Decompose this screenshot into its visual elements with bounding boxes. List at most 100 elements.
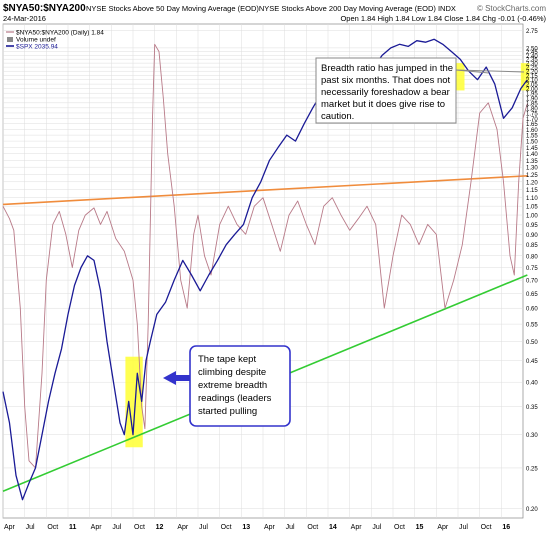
y-tick-label: 2.35 — [526, 58, 538, 64]
highlight-2016-b — [520, 63, 530, 91]
y-tick-label: 0.45 — [526, 359, 538, 365]
annotation-top-right: Breadth ratio has jumped in the past six… — [315, 57, 525, 124]
x-tick-label: Jul — [372, 524, 381, 531]
callout-arrow-icon — [163, 371, 190, 385]
y-tick-label: 1.95 — [526, 92, 538, 98]
x-tick-label: Oct — [134, 524, 145, 531]
annotation-top-right-line-1: Breadth ratio has jumped in the — [321, 63, 453, 74]
annotation-bottom-left-line-3: extreme breadth — [198, 380, 267, 391]
y-tick-label: 2.50 — [526, 46, 538, 52]
y-tick-label: 0.35 — [526, 405, 538, 411]
series-group — [2, 38, 528, 501]
chart-description: NYSE Stocks Above 50 Day Moving Average … — [86, 4, 456, 13]
y-tick-label: 0.80 — [526, 254, 538, 260]
y-tick-label: 0.85 — [526, 243, 538, 249]
annotation-top-right-text: Breadth ratio has jumped in the past six… — [321, 63, 456, 122]
y-tick-label: 1.25 — [526, 173, 538, 179]
y-tick-label: 1.70 — [526, 117, 538, 123]
y-tick-label: 1.50 — [526, 140, 538, 146]
annotation-bottom-left-line-1: The tape kept — [198, 354, 256, 365]
y-tick-label: 0.75 — [526, 266, 538, 272]
y-tick-label: 2.15 — [526, 74, 538, 80]
annotation-bottom-left-text: The tape kept climbing despite extreme b… — [198, 354, 274, 417]
x-tick-label: Jul — [112, 524, 121, 531]
y-tick-label: 1.45 — [526, 146, 538, 152]
x-tick-label: Oct — [481, 524, 492, 531]
highlight-2015-a — [455, 63, 465, 91]
x-tick-label: 12 — [156, 524, 164, 531]
x-tick-label: Apr — [264, 524, 276, 531]
y-tick-label: 0.20 — [526, 507, 538, 513]
y-tick-label: 1.85 — [526, 101, 538, 107]
y-tick-label: 1.75 — [526, 111, 538, 117]
annotation-top-right-box — [315, 57, 457, 124]
y-tick-label: 1.35 — [526, 159, 538, 165]
annotation-top-right-line-3: necessarily foreshadow a bear — [321, 87, 450, 98]
chart-source: © StockCharts.com — [477, 4, 546, 13]
x-tick-label: Oct — [394, 524, 405, 531]
x-tick-label: Apr — [351, 524, 363, 531]
y-tick-label: 1.60 — [526, 128, 538, 134]
annotation-top-right-arrow-b — [455, 69, 525, 73]
x-tick-label: Jul — [286, 524, 295, 531]
y-tick-label: 0.50 — [526, 340, 538, 346]
y-tick-label: 1.55 — [526, 134, 538, 140]
x-tick-label: Oct — [47, 524, 58, 531]
y-tick-label: 2.30 — [526, 62, 538, 68]
y-tick-label: 1.15 — [526, 188, 538, 194]
chart-date: 24-Mar-2016 — [3, 14, 46, 23]
x-tick-label: Apr — [177, 524, 189, 531]
legend: $NYA50:$NYA200 (Daily) 1.84 Volume undef… — [6, 30, 104, 51]
x-tick-label: Jul — [459, 524, 468, 531]
x-tick-label: Oct — [307, 524, 318, 531]
trendline-resistance — [2, 175, 528, 206]
legend-spx: $SPX 2035.94 — [16, 44, 58, 51]
y-tick-label: 2.45 — [526, 50, 538, 56]
annotation-bottom-left-line-4: readings (leaders — [198, 393, 272, 404]
x-tick-label: Jul — [26, 524, 35, 531]
y-tick-label: 1.05 — [526, 205, 538, 211]
y-tick-label: 0.25 — [526, 466, 538, 472]
annotation-bottom-left-line-2: climbing despite — [198, 367, 266, 378]
annotation-bottom-left: The tape kept climbing despite extreme b… — [163, 345, 291, 427]
y-tick-label: 1.40 — [526, 152, 538, 158]
series-line-ratio — [2, 43, 528, 469]
annotation-top-right-line-4: market but it does give rise to — [321, 99, 445, 110]
y-tick-label: 2.25 — [526, 66, 538, 72]
x-tick-label: 13 — [242, 524, 250, 531]
y-tick-label: 1.20 — [526, 180, 538, 186]
y-tick-label: 2.40 — [526, 54, 538, 60]
y-tick-label: 2.75 — [526, 29, 538, 35]
x-tick-label: Jul — [199, 524, 208, 531]
legend-volume: Volume undef — [16, 37, 56, 44]
y-tick-label: 0.65 — [526, 292, 538, 298]
y-tick-label: 1.00 — [526, 214, 538, 220]
x-tick-label: 16 — [502, 524, 510, 531]
y-tick-label: 1.10 — [526, 196, 538, 202]
chart-ohlc: Open 1.84 High 1.84 Low 1.84 Close 1.84 … — [340, 14, 546, 23]
x-tick-label: Apr — [437, 524, 449, 531]
y-tick-label: 0.95 — [526, 223, 538, 229]
x-axis: Apr Jul Oct 11 Apr Jul Oct 12 Apr Jul Oct 13 Apr Jul O… — [4, 524, 510, 531]
y-tick-label: 1.65 — [526, 122, 538, 128]
legend-ratio: $NYA50:$NYA200 (Daily) 1.84 — [16, 30, 104, 37]
y-tick-label: 0.55 — [526, 323, 538, 329]
y-tick-label: 0.30 — [526, 433, 538, 439]
x-tick-label: 15 — [416, 524, 424, 531]
x-tick-label: 14 — [329, 524, 337, 531]
y-tick-label: 2.20 — [526, 70, 538, 76]
annotation-top-right-line-5: caution. — [321, 111, 354, 122]
y-tick-label: 0.70 — [526, 279, 538, 285]
annotation-bottom-left-line-5: started pulling — [198, 406, 257, 417]
y-tick-label: 2.10 — [526, 78, 538, 84]
y-tick-label: 2.05 — [526, 83, 538, 89]
y-tick-label: 0.90 — [526, 233, 538, 239]
y-tick-label: 0.60 — [526, 307, 538, 313]
y-axis: 0.20 0.25 0.30 0.35 0.40 0.45 0.50 0.55 0.60 0.65… — [526, 29, 538, 513]
x-tick-label: Apr — [4, 524, 16, 531]
y-tick-label: 2.00 — [526, 87, 538, 93]
annotation-bottom-left-box — [189, 345, 291, 427]
legend-volume-swatch — [7, 37, 13, 42]
